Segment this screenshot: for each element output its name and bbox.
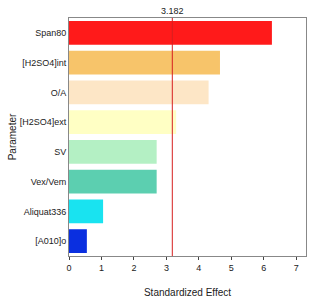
svg-text:Parameter: Parameter	[7, 113, 18, 160]
svg-text:[H2SO4]int: [H2SO4]int	[22, 58, 67, 68]
svg-text:7: 7	[294, 263, 299, 273]
svg-text:2: 2	[131, 263, 136, 273]
svg-text:6: 6	[261, 263, 266, 273]
svg-text:[H2SO4]ext: [H2SO4]ext	[20, 117, 67, 127]
svg-text:1: 1	[99, 263, 104, 273]
svg-text:3: 3	[164, 263, 169, 273]
svg-text:O/A: O/A	[51, 88, 67, 98]
svg-text:5: 5	[229, 263, 234, 273]
svg-text:Aliquat336: Aliquat336	[24, 207, 67, 217]
svg-text:3.182: 3.182	[161, 6, 184, 16]
svg-text:[A010]o: [A010]o	[35, 236, 66, 246]
svg-text:Vex/Vem: Vex/Vem	[31, 177, 67, 187]
svg-text:0: 0	[66, 263, 71, 273]
svg-text:Span80: Span80	[35, 28, 66, 38]
svg-text:4: 4	[196, 263, 201, 273]
svg-text:Standardized Effect: Standardized Effect	[144, 287, 231, 298]
svg-text:SV: SV	[54, 147, 66, 157]
